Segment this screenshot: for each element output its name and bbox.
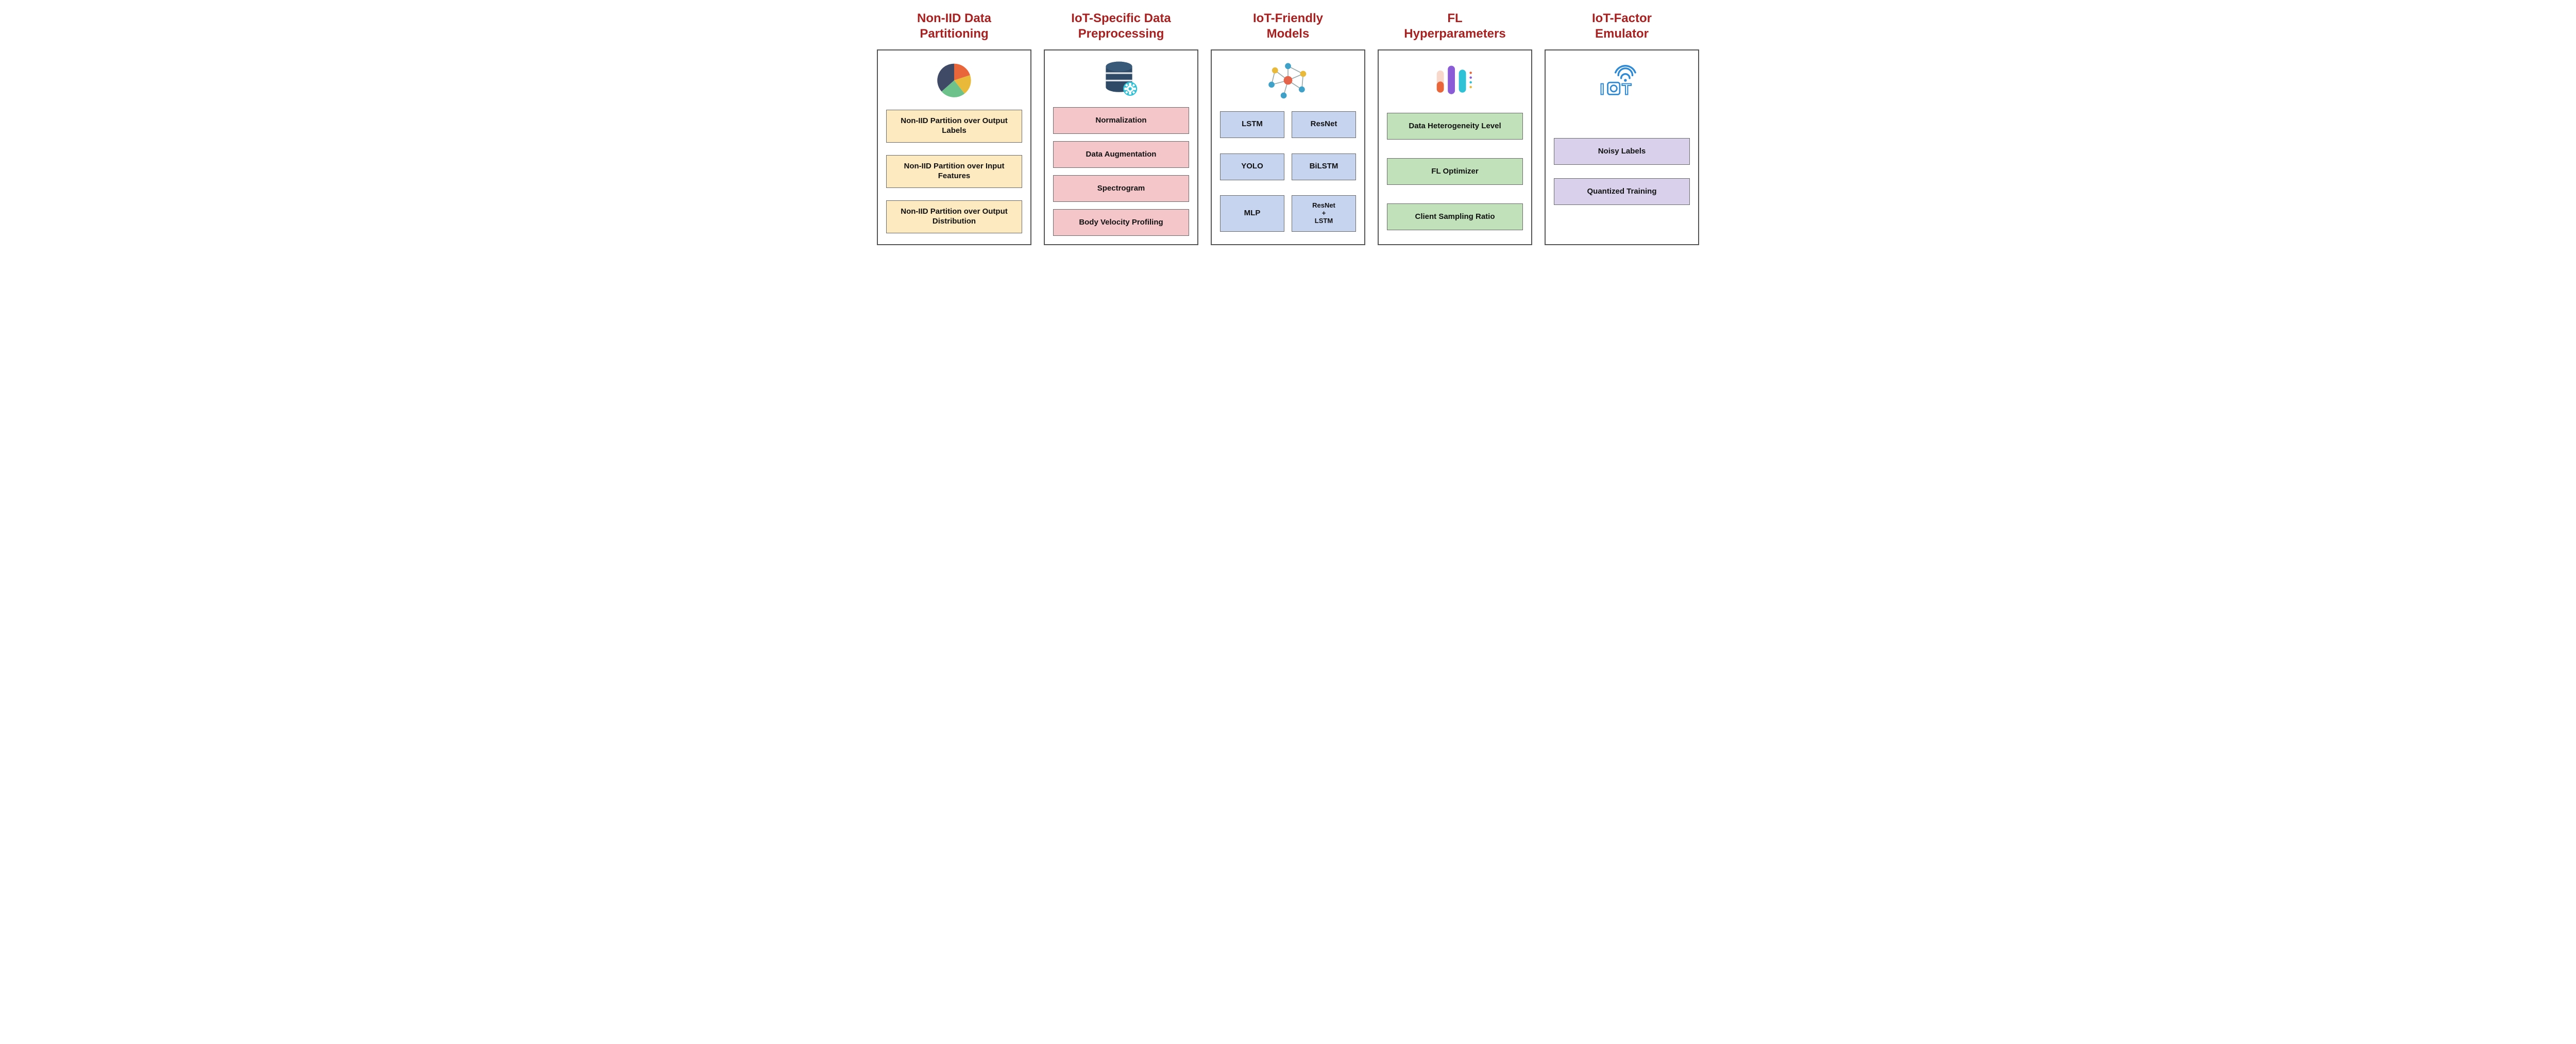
item-box: Noisy Labels — [1554, 138, 1690, 165]
panel: Normalization Data Augmentation Spectrog… — [1044, 49, 1198, 245]
item-box: Non-IID Partition over Input Features — [886, 155, 1022, 188]
item-box: Client Sampling Ratio — [1387, 203, 1523, 230]
column-title: Non-IID DataPartitioning — [917, 10, 991, 42]
column-emulator: IoT-FactorEmulator I T — [1545, 10, 1699, 245]
item-box: BiLSTM — [1292, 153, 1356, 180]
database-gear-icon — [1100, 58, 1142, 103]
column-hyperparameters: FLHyperparameters Data Heterogeneity L — [1378, 10, 1532, 245]
column-partitioning: Non-IID DataPartitioning Non-IID Partiti… — [877, 10, 1031, 245]
item-box: Data Augmentation — [1053, 141, 1189, 168]
pie-chart-icon — [936, 58, 973, 103]
column-preprocessing: IoT-Specific DataPreprocessing — [1044, 10, 1198, 245]
item-box: Quantized Training — [1554, 178, 1690, 205]
item-box: Non-IID Partition over Output Labels — [886, 110, 1022, 143]
panel: Non-IID Partition over Output Labels Non… — [877, 49, 1031, 245]
item-box: FL Optimizer — [1387, 158, 1523, 185]
column-title: FLHyperparameters — [1404, 10, 1505, 42]
item-box: Data Heterogeneity Level — [1387, 113, 1523, 140]
item-box: MLP — [1220, 195, 1284, 232]
panel: Data Heterogeneity Level FL Optimizer Cl… — [1378, 49, 1532, 245]
item-box: Body Velocity Profiling — [1053, 209, 1189, 236]
item-box: Spectrogram — [1053, 175, 1189, 202]
network-graph-icon — [1266, 58, 1310, 103]
items-list: Non-IID Partition over Output Labels Non… — [886, 107, 1022, 236]
column-title: IoT-FriendlyModels — [1253, 10, 1323, 42]
panel: I T Noisy Labels Quantized Training — [1545, 49, 1699, 245]
items-list: Noisy Labels Quantized Training — [1554, 107, 1690, 236]
item-box: YOLO — [1220, 153, 1284, 180]
item-box: Normalization — [1053, 107, 1189, 134]
column-title: IoT-FactorEmulator — [1592, 10, 1652, 42]
iot-wifi-icon: I T — [1597, 58, 1647, 103]
column-models: IoT-FriendlyModels — [1211, 10, 1365, 245]
item-box: Non-IID Partition over Output Distributi… — [886, 200, 1022, 233]
panel: LSTM ResNet YOLO BiLSTM MLP ResNet+LSTM — [1211, 49, 1365, 245]
diagram-container: Non-IID DataPartitioning Non-IID Partiti… — [10, 10, 2566, 245]
items-grid: LSTM ResNet YOLO BiLSTM MLP ResNet+LSTM — [1220, 107, 1356, 236]
svg-text:I: I — [1600, 81, 1604, 98]
column-title: IoT-Specific DataPreprocessing — [1071, 10, 1171, 42]
item-box: ResNet+LSTM — [1292, 195, 1356, 232]
sliders-icon — [1431, 58, 1479, 103]
svg-text:T: T — [1622, 81, 1632, 98]
items-list: Data Heterogeneity Level FL Optimizer Cl… — [1387, 107, 1523, 236]
item-box: LSTM — [1220, 111, 1284, 138]
items-list: Normalization Data Augmentation Spectrog… — [1053, 107, 1189, 236]
item-box: ResNet — [1292, 111, 1356, 138]
